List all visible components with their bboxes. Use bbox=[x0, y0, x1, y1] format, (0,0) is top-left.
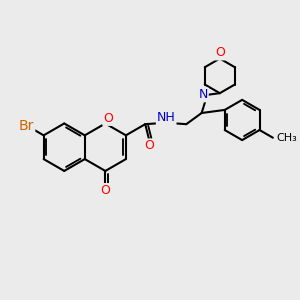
Text: N: N bbox=[198, 88, 208, 101]
Text: O: O bbox=[100, 184, 110, 197]
Text: CH₃: CH₃ bbox=[276, 133, 297, 143]
Text: O: O bbox=[103, 112, 113, 125]
Text: Br: Br bbox=[19, 119, 34, 133]
Text: O: O bbox=[215, 46, 225, 59]
Text: NH: NH bbox=[157, 111, 176, 124]
Text: O: O bbox=[145, 140, 154, 152]
